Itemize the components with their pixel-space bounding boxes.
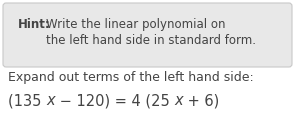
Text: x: x (46, 93, 55, 108)
FancyBboxPatch shape (3, 3, 292, 67)
Text: Expand out terms of the left hand side:: Expand out terms of the left hand side: (8, 71, 254, 84)
Text: Hint:: Hint: (18, 18, 51, 31)
Text: Write the linear polynomial on: Write the linear polynomial on (46, 18, 225, 31)
Text: + 6): + 6) (183, 93, 219, 108)
Text: (135: (135 (8, 93, 46, 108)
Text: − 120) = 4 (25: − 120) = 4 (25 (55, 93, 174, 108)
Text: x: x (174, 93, 183, 108)
Text: the left hand side in standard form.: the left hand side in standard form. (46, 34, 256, 47)
